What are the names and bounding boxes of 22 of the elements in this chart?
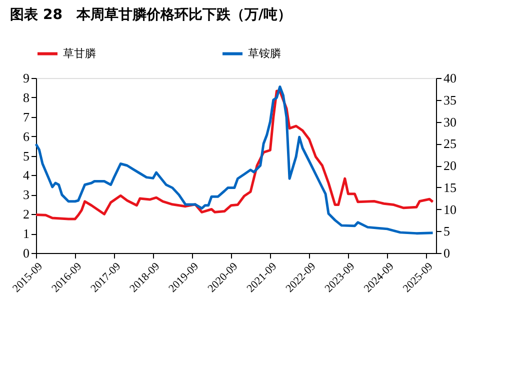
y2-tick-label: 0	[444, 246, 450, 260]
y-tick-label: 2	[23, 206, 30, 222]
y2-tick-label: 15	[444, 180, 456, 195]
y-tick-label: 3	[23, 187, 30, 202]
y-tick-label: 5	[23, 148, 30, 164]
y2-tick-label: 35	[444, 92, 456, 108]
y-tick-label: 8	[23, 90, 30, 105]
y-tick-label: 7	[23, 109, 30, 124]
y2-tick-label: 25	[444, 136, 456, 152]
y-tick-label: 6	[23, 128, 30, 144]
y2-tick-label: 5	[444, 224, 450, 239]
y-tick-label: 4	[23, 168, 30, 183]
y-tick-label: 1	[23, 226, 30, 242]
y2-tick-label: 10	[444, 202, 456, 217]
legend-label: 草甘膦	[63, 46, 96, 60]
legend-label: 草铵膦	[248, 46, 281, 60]
y2-tick-label: 30	[444, 114, 456, 130]
y2-tick-label: 40	[444, 70, 456, 86]
y-tick-label: 9	[23, 70, 30, 86]
chart-title: 图表 28 本周草甘膦价格环比下跌（万/吨）	[10, 7, 292, 23]
y-tick-label: 0	[23, 246, 30, 260]
y2-tick-label: 20	[444, 158, 456, 173]
